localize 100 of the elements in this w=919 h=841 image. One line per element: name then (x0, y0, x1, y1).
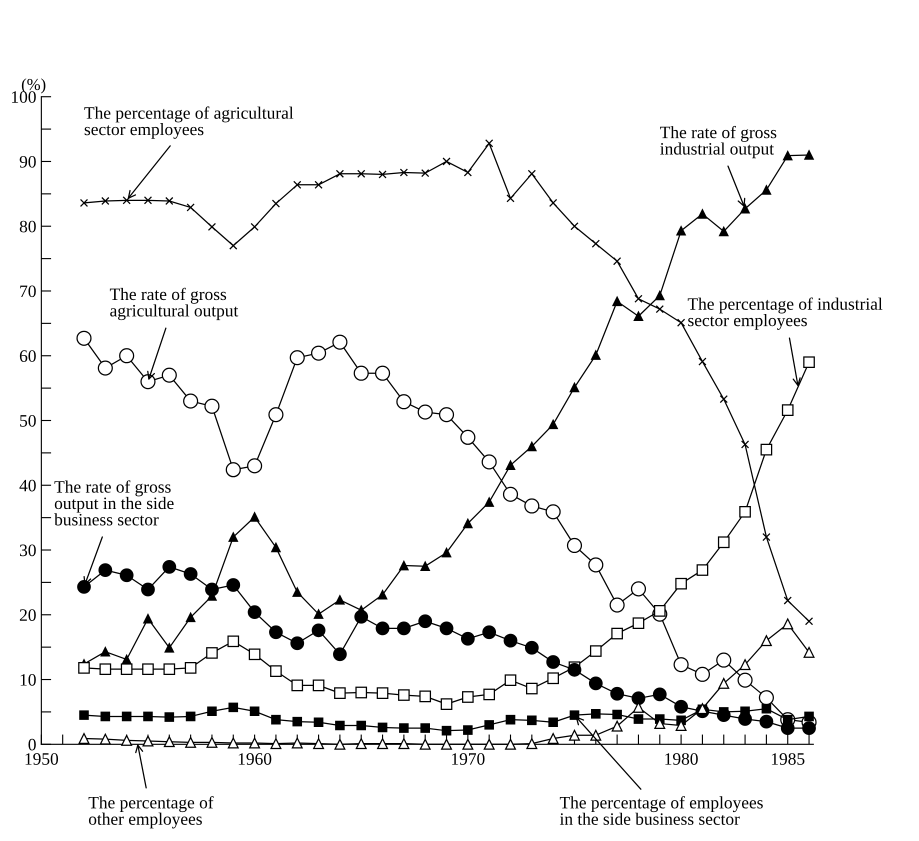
point (420, 561, 430, 571)
point (549, 198, 558, 208)
point (292, 587, 302, 597)
point (442, 548, 452, 558)
point (438, 407, 454, 422)
point (611, 628, 623, 640)
point (271, 542, 281, 552)
point (802, 721, 816, 735)
point (206, 736, 218, 748)
point (354, 610, 368, 624)
point (293, 180, 302, 189)
point (440, 621, 454, 636)
point (332, 334, 348, 350)
point (204, 398, 220, 414)
annotation: The rate of gross industrial output (660, 126, 776, 158)
point (355, 686, 368, 698)
point (696, 564, 708, 576)
point (228, 738, 239, 748)
point (101, 196, 110, 206)
point (164, 712, 174, 722)
point (248, 648, 260, 660)
point (677, 318, 686, 327)
y-tick-label: 20 (20, 609, 36, 621)
point (568, 662, 582, 677)
y-axis-title: (%) (22, 78, 46, 94)
point (652, 688, 667, 702)
point (570, 710, 580, 720)
point (804, 617, 814, 626)
point (676, 226, 686, 236)
point (484, 497, 494, 507)
point (610, 597, 625, 613)
point (377, 738, 388, 750)
point (463, 518, 473, 528)
point (120, 663, 132, 675)
point (312, 623, 326, 638)
point (718, 678, 730, 689)
point (612, 720, 623, 732)
point (588, 557, 604, 572)
x-tick-label: 1970 (452, 753, 485, 765)
point (718, 536, 730, 548)
point (464, 168, 472, 177)
point (397, 621, 411, 636)
point (506, 460, 516, 470)
point (78, 662, 90, 674)
annotation: The percentage of agricultural sector employees (84, 106, 294, 139)
point (336, 170, 344, 178)
point (418, 614, 432, 628)
point (396, 394, 412, 410)
point (504, 634, 518, 648)
point (784, 596, 792, 605)
point (162, 368, 177, 383)
point (698, 357, 707, 366)
point (527, 442, 537, 452)
point (590, 645, 602, 657)
annotation: The percentage of other employees (88, 796, 214, 828)
point (460, 632, 475, 646)
point (740, 204, 750, 214)
point (162, 560, 176, 574)
point (484, 720, 494, 730)
point (250, 512, 260, 522)
point (613, 257, 622, 266)
point (250, 222, 259, 231)
point (140, 374, 156, 390)
point (335, 720, 345, 730)
point (184, 662, 196, 674)
point (314, 609, 324, 619)
y-tick-label: 80 (20, 220, 36, 232)
point (271, 714, 281, 724)
point (311, 346, 326, 361)
point (506, 194, 515, 202)
point (675, 578, 687, 590)
point (356, 720, 366, 730)
point (186, 612, 196, 622)
point (484, 738, 495, 750)
point (548, 717, 558, 728)
point (99, 663, 112, 675)
point (183, 394, 198, 409)
point (334, 738, 346, 750)
point (78, 732, 90, 744)
point (268, 407, 284, 422)
annotation: The percentage of industrial sector employees (688, 297, 882, 330)
point (654, 290, 665, 300)
point (122, 712, 132, 722)
point (483, 688, 496, 700)
point (163, 663, 176, 675)
point (698, 209, 708, 219)
point (207, 706, 217, 716)
point (462, 691, 474, 703)
point (164, 643, 174, 653)
point (186, 712, 196, 722)
point (782, 618, 794, 630)
point (314, 717, 324, 728)
point (398, 738, 410, 750)
point (165, 196, 174, 206)
point (804, 646, 815, 658)
point (100, 646, 110, 656)
point (228, 702, 238, 712)
point (760, 714, 774, 728)
point (762, 185, 772, 195)
x-tick-label: 1960 (238, 753, 272, 765)
